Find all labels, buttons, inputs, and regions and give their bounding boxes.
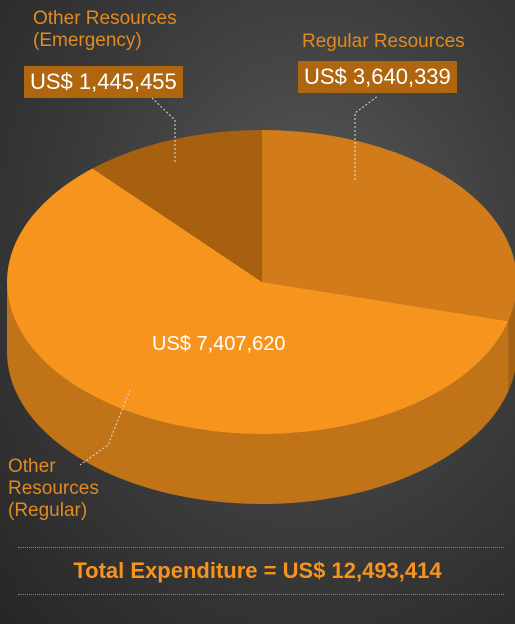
total-label: Total Expenditure = US$ 12,493,414 (73, 558, 442, 583)
slice-side (7, 282, 509, 504)
leader-line (151, 97, 176, 162)
value-label: US$ 1,445,455 (24, 66, 183, 98)
slice (262, 130, 515, 322)
value-label: US$ 7,407,620 (152, 333, 286, 355)
slice (92, 130, 262, 282)
divider (18, 594, 504, 595)
value-label: US$ 3,640,339 (298, 61, 457, 93)
slice-side (508, 300, 515, 392)
divider (18, 547, 504, 548)
slice (7, 168, 509, 434)
category-label: Regular Resources (302, 31, 465, 52)
category-label: Other Resources (Emergency) (33, 8, 177, 51)
category-label: Other Resources (Regular) (8, 456, 99, 521)
